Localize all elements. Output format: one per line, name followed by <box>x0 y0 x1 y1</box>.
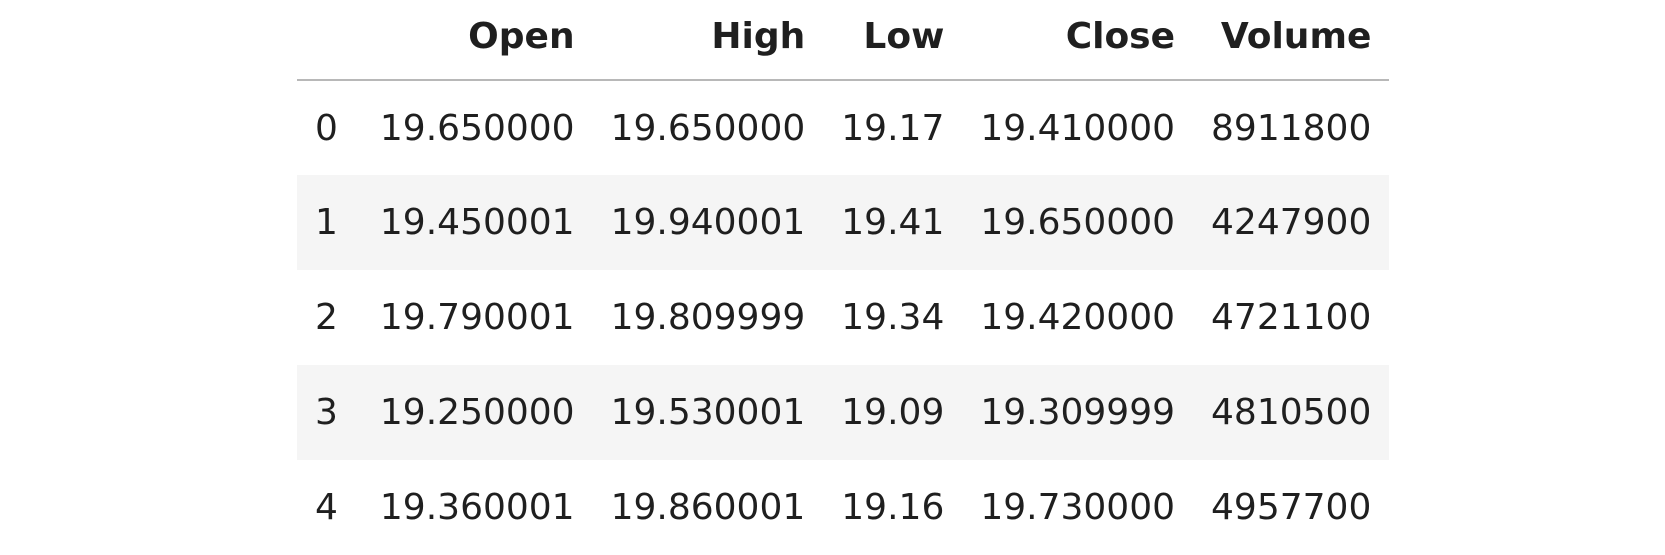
table-row: 0 19.650000 19.650000 19.17 19.410000 89… <box>297 80 1389 175</box>
cell-open: 19.250000 <box>379 392 575 433</box>
column-header-volume: Volume <box>1193 0 1390 81</box>
cell-low: 19.17 <box>841 107 945 149</box>
table-body: 0 19.650000 19.650000 19.17 19.410000 89… <box>297 80 1390 555</box>
row-index: 0 <box>315 107 338 149</box>
cell-volume: 8911800 <box>1211 107 1372 149</box>
cell-volume: 4721100 <box>1211 297 1372 338</box>
dataframe-output: Open High Low Close Volume 0 19.650000 1… <box>297 0 1390 555</box>
column-header-open: Open <box>361 0 593 81</box>
row-index: 2 <box>315 297 338 338</box>
table-row: 4 19.360001 19.860001 19.16 19.730000 49… <box>297 460 1389 555</box>
cell-high: 19.940001 <box>610 202 806 243</box>
cell-open: 19.450001 <box>379 202 575 243</box>
row-index: 4 <box>315 487 338 528</box>
table-row: 3 19.250000 19.530001 19.09 19.309999 48… <box>297 365 1390 460</box>
dataframe-table: Open High Low Close Volume 0 19.650000 1… <box>297 0 1390 555</box>
cell-open: 19.790001 <box>379 297 575 338</box>
cell-close: 19.420000 <box>980 297 1176 338</box>
table-row: 1 19.450001 19.940001 19.41 19.650000 42… <box>297 175 1390 270</box>
cell-low: 19.16 <box>841 487 945 528</box>
cell-close: 19.730000 <box>980 487 1176 528</box>
cell-high: 19.860001 <box>610 487 806 528</box>
table-header: Open High Low Close Volume <box>297 0 1390 81</box>
cell-high: 19.650000 <box>610 107 806 149</box>
header-row: Open High Low Close Volume <box>297 0 1390 81</box>
column-header-close: Close <box>962 0 1194 81</box>
cell-close: 19.410000 <box>980 107 1176 149</box>
cell-open: 19.360001 <box>379 487 575 528</box>
cell-volume: 4810500 <box>1211 392 1372 433</box>
column-header-high: High <box>592 0 824 81</box>
cell-volume: 4247900 <box>1211 202 1372 243</box>
cell-low: 19.09 <box>841 392 945 433</box>
row-index: 1 <box>315 202 338 243</box>
cell-high: 19.809999 <box>610 297 806 338</box>
row-index: 3 <box>315 392 338 433</box>
cell-open: 19.650000 <box>379 107 575 149</box>
cell-low: 19.34 <box>841 297 945 338</box>
cell-low: 19.41 <box>841 202 945 243</box>
table-row: 2 19.790001 19.809999 19.34 19.420000 47… <box>297 270 1389 365</box>
cell-high: 19.530001 <box>610 392 806 433</box>
cell-close: 19.309999 <box>980 392 1176 433</box>
cell-close: 19.650000 <box>980 202 1176 243</box>
index-header <box>297 0 362 81</box>
cell-volume: 4957700 <box>1211 487 1372 528</box>
column-header-low: Low <box>823 0 963 81</box>
